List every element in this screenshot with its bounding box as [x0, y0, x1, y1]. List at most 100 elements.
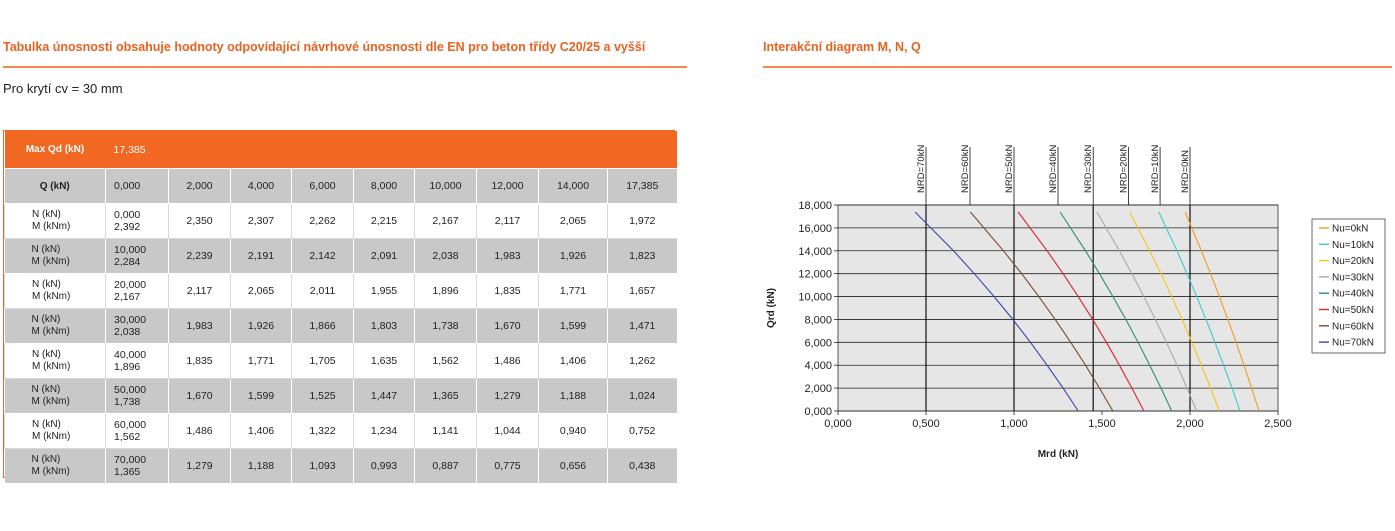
q-value-header: 14,000 — [538, 168, 608, 204]
nm-values-cell: 60,000 1,562 — [105, 413, 169, 449]
series-line-nu-30kn — [1096, 211, 1198, 412]
m0-value: 1,896 — [114, 361, 141, 373]
q-value-header: 12,000 — [476, 168, 539, 204]
m-value-cell: 1,406 — [230, 413, 292, 449]
m-value-cell: 2,262 — [291, 203, 354, 239]
m0-value: 2,167 — [114, 291, 141, 303]
marker-label: NRD=20kN — [1118, 145, 1129, 193]
legend-label: Nu=50kN — [1332, 305, 1374, 316]
q-value-header: 17,385 — [606, 168, 677, 204]
m-value-cell: 2,065 — [230, 273, 292, 309]
legend-label: Nu=10kN — [1332, 240, 1374, 251]
m-value-cell: 1,771 — [230, 343, 292, 379]
nm-values-cell: 40,000 1,896 — [105, 343, 169, 379]
nm-label-cell: N (kN) M (kNm) — [4, 203, 106, 239]
n-value: 60,000 — [114, 419, 147, 431]
y-tick-label: 18,000 — [798, 200, 832, 212]
m-value-cell: 1,635 — [353, 343, 415, 379]
n-label: N (kN) — [31, 244, 61, 255]
m-value-cell: 1,896 — [414, 273, 477, 309]
n-label: N (kN) — [32, 279, 61, 290]
x-tick-label: 1,000 — [1000, 418, 1028, 430]
marker-label: NRD=40kN — [1048, 145, 1059, 193]
m-value-cell: 2,117 — [168, 273, 231, 309]
interaction-diagram: 0,000 2,000 4,000 6,000 8,000 10,000 12,000 14,… — [766, 145, 1386, 460]
marker-label: NRD=60kN — [960, 145, 971, 193]
m-value-cell: 1,365 — [414, 378, 477, 414]
m-value-cell: 2,307 — [230, 203, 292, 239]
m-value-cell: 1,771 — [538, 273, 608, 309]
m-value-cell: 1,955 — [353, 273, 415, 309]
n-label: N (kN) — [31, 314, 61, 325]
chart-heading: Interakční diagram M, N, Q — [763, 40, 921, 54]
legend-label: Nu=70kN — [1332, 338, 1374, 349]
m-value-cell: 1,093 — [291, 448, 354, 484]
y-tick-label: 0,000 — [804, 406, 832, 418]
m-label: M (kNm) — [32, 291, 71, 302]
m-label: M (kNm) — [32, 431, 71, 442]
m-value-cell: 1,525 — [291, 378, 354, 414]
m-value-cell: 1,983 — [476, 238, 539, 274]
m-value-cell: 1,486 — [168, 413, 231, 449]
m-value-cell: 1,835 — [476, 273, 539, 309]
m-value-cell: 1,234 — [353, 413, 415, 449]
m-value-cell: 1,188 — [230, 448, 292, 484]
m-value-cell: 1,803 — [353, 308, 415, 344]
y-tick-label: 16,000 — [798, 223, 832, 235]
nm-values-cell: 70,000 1,365 — [105, 448, 169, 484]
y-tick-label: 10,000 — [798, 292, 832, 304]
nm-values-cell: 30,000 2,038 — [105, 308, 169, 344]
x-tick-label: 2,500 — [1264, 418, 1292, 430]
marker-label: NRD=30kN — [1083, 145, 1094, 193]
m-label: M (kNm) — [32, 221, 71, 232]
legend-box — [1311, 218, 1386, 354]
series-line-nu-10kn — [1158, 211, 1241, 412]
m-value-cell: 1,599 — [230, 378, 292, 414]
x-tick-label: 0,000 — [824, 418, 852, 430]
marker-label: NRD=50kN — [1004, 145, 1015, 193]
series-line-nu-70kn — [914, 211, 1079, 412]
q-label: Q (kN) — [4, 168, 106, 204]
max-qd-label: Max Qd (kN) — [4, 131, 106, 169]
m-value-cell: 1,657 — [606, 273, 677, 309]
m-value-cell: 1,926 — [230, 308, 292, 344]
m0-value: 1,562 — [114, 431, 141, 443]
m-value-cell: 1,322 — [291, 413, 354, 449]
legend-label: Nu=0kN — [1332, 224, 1368, 235]
m-value-cell: 1,926 — [538, 238, 608, 274]
q-value-header: 0,000 — [105, 168, 169, 204]
m0-value: 1,365 — [114, 466, 141, 478]
legend-label: Nu=30kN — [1332, 272, 1374, 283]
m-label: M (kNm) — [31, 466, 70, 477]
q-value-header: 4,000 — [230, 168, 292, 204]
m0-value: 2,038 — [114, 326, 141, 338]
m-value-cell: 2,117 — [476, 203, 539, 239]
n-value: 40,000 — [114, 349, 147, 361]
m-value-cell: 1,447 — [353, 378, 415, 414]
y-tick-label: 2,000 — [804, 383, 832, 395]
q-value-header: 8,000 — [353, 168, 415, 204]
m-value-cell: 2,011 — [291, 273, 354, 309]
m-value-cell: 2,167 — [414, 203, 477, 239]
marker-label: NRD=10kN — [1150, 145, 1161, 193]
legend-label: Nu=40kN — [1332, 289, 1374, 300]
m-value-cell: 1,866 — [291, 308, 354, 344]
m-value-cell: 1,471 — [606, 308, 677, 344]
m0-value: 2,284 — [114, 256, 141, 268]
m-value-cell: 0,656 — [538, 448, 608, 484]
n-label: N (kN) — [31, 384, 61, 395]
m-label: M (kNm) — [31, 256, 70, 267]
m-value-cell: 0,887 — [414, 448, 477, 484]
n-label: N (kN) — [32, 419, 61, 430]
m-value-cell: 1,406 — [538, 343, 608, 379]
load-capacity-table-wrapper: Max Qd (kN) 17,385 Q (kN) 0,000 2,000 4,000 6,… — [3, 130, 677, 484]
m-label: M (kNm) — [31, 396, 70, 407]
plot-area — [837, 204, 1279, 412]
m-value-cell: 1,262 — [606, 343, 677, 379]
table-row: N (kN) M (kNm) 30,000 2,038 1,983 1,926 1,866 1… — [4, 308, 677, 344]
x-tick-label: 1,500 — [1088, 418, 1116, 430]
y-tick-label: 12,000 — [798, 269, 832, 281]
m-value-cell: 2,091 — [353, 238, 415, 274]
m-value-cell: 1,823 — [606, 238, 677, 274]
series-line-nu-20kn — [1129, 211, 1220, 412]
